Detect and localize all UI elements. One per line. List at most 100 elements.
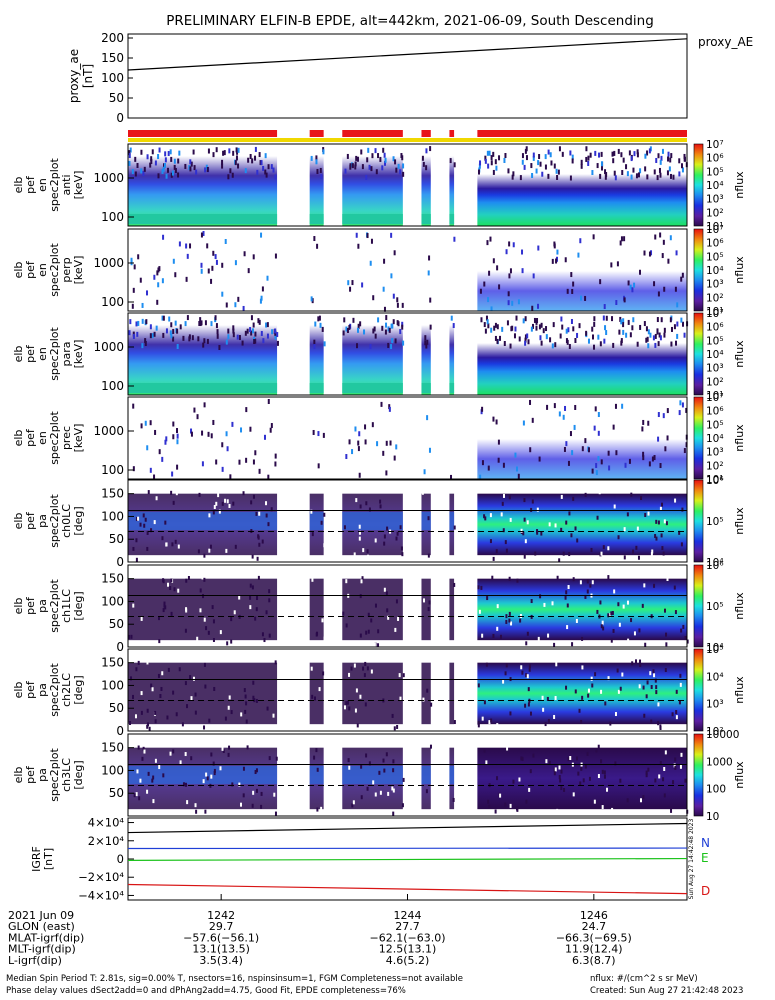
spectrogram-pixel bbox=[229, 474, 232, 480]
pa-spectrogram-pixel bbox=[680, 542, 683, 547]
spectrogram-pixel bbox=[574, 338, 577, 344]
pa-spectrogram-pixel bbox=[521, 756, 524, 761]
spectrogram-pixel bbox=[174, 272, 177, 278]
pa-spectrogram-pixel bbox=[253, 698, 256, 703]
spectrogram-pixel bbox=[617, 148, 620, 154]
energy-panel-1-colorbar-label: nflux bbox=[733, 256, 746, 284]
pa-spectrogram-pixel bbox=[399, 525, 402, 530]
spectrogram-pixel bbox=[322, 149, 325, 155]
pa-spectrogram-pixel bbox=[227, 705, 230, 710]
spectrogram-pixel bbox=[237, 147, 240, 153]
spectrogram-pixel bbox=[134, 156, 137, 162]
spectrogram-pixel bbox=[680, 163, 683, 169]
pa-spectrogram-pixel bbox=[194, 692, 197, 697]
spectrogram-pixel bbox=[259, 160, 262, 166]
pa-tick-label: 50 bbox=[109, 786, 124, 800]
spectrogram-low-energy bbox=[342, 383, 403, 393]
spectrogram-pixel bbox=[553, 403, 556, 409]
spectrogram-pixel bbox=[384, 160, 387, 166]
proxy-ae-tick-label: 150 bbox=[101, 51, 124, 65]
spectrogram-pixel bbox=[494, 159, 497, 165]
spectrogram-pixel bbox=[524, 334, 527, 340]
spectrogram-pixel bbox=[250, 330, 253, 336]
spectrogram-pixel bbox=[618, 329, 621, 335]
energy-panel-0-colorbar-tick: 10³ bbox=[706, 194, 724, 206]
spectrogram-pixel bbox=[637, 172, 640, 178]
pa-spectrogram-pixel bbox=[607, 676, 610, 681]
pa-spectrogram-pixel bbox=[177, 544, 180, 549]
spectrogram-block bbox=[477, 439, 687, 479]
pa-spectrogram-pixel bbox=[508, 611, 511, 616]
pa-spectrogram-pixel bbox=[478, 609, 481, 614]
pa-spectrogram-pixel bbox=[146, 530, 149, 535]
pa-spectrogram-pixel bbox=[252, 680, 255, 685]
spectrogram-pixel bbox=[395, 167, 398, 173]
igrf-legend-E: E bbox=[701, 851, 709, 865]
pa-spectrogram-pixel bbox=[255, 698, 258, 703]
spectrogram-pixel bbox=[669, 157, 672, 163]
pa-spectrogram-pixel bbox=[494, 809, 497, 814]
spectrogram-pixel bbox=[662, 239, 665, 245]
pa-panel-1-ylabel-line: ch1LC bbox=[60, 589, 73, 623]
spectrogram-pixel bbox=[402, 340, 405, 346]
spectrogram-pixel bbox=[186, 253, 189, 259]
pa-spectrogram-block bbox=[309, 662, 324, 725]
pa-spectrogram-pixel bbox=[654, 534, 657, 539]
spectrogram-pixel bbox=[371, 153, 374, 159]
pa-spectrogram-core bbox=[342, 511, 403, 531]
pa-spectrogram-pixel bbox=[360, 795, 363, 800]
spectrogram-pixel bbox=[607, 450, 610, 456]
spectrogram-pixel bbox=[158, 266, 161, 272]
energy-panel-1-ylabel-line: perp bbox=[60, 257, 73, 282]
pa-spectrogram-pixel bbox=[268, 589, 271, 594]
pa-spectrogram-pixel bbox=[194, 710, 197, 715]
spectrogram-pixel bbox=[317, 463, 320, 469]
pa-spectrogram-pixel bbox=[553, 767, 556, 772]
spectrogram-pixel bbox=[249, 426, 252, 432]
spectrogram-pixel bbox=[345, 454, 348, 460]
pa-spectrogram-pixel bbox=[530, 507, 533, 512]
pa-spectrogram-pixel bbox=[393, 726, 396, 731]
pa-spectrogram-pixel bbox=[626, 798, 629, 803]
pa-spectrogram-block bbox=[449, 662, 455, 725]
spectrogram-pixel bbox=[198, 320, 201, 326]
pa-spectrogram-pixel bbox=[320, 806, 323, 811]
energy-panel-0-ylabel-line: elb bbox=[12, 177, 25, 194]
spectrogram-pixel bbox=[591, 326, 594, 332]
spectrogram-pixel bbox=[260, 160, 263, 166]
spectrogram-pixel bbox=[532, 273, 535, 279]
pa-spectrogram-pixel bbox=[347, 758, 350, 763]
spectrogram-pixel bbox=[558, 146, 561, 152]
pa-spectrogram-pixel bbox=[591, 683, 594, 688]
pa-spectrogram-pixel bbox=[310, 666, 313, 671]
pa-spectrogram-pixel bbox=[162, 773, 165, 778]
pa-spectrogram-pixel bbox=[679, 682, 682, 687]
spectrogram-pixel bbox=[620, 319, 623, 325]
spectrogram-pixel bbox=[643, 250, 646, 256]
pa-spectrogram-pixel bbox=[619, 686, 622, 691]
energy-panel-0-colorbar-tick: 10⁴ bbox=[706, 180, 724, 192]
pa-tick-label: 0 bbox=[116, 555, 124, 569]
spectrogram-pixel bbox=[262, 338, 265, 344]
spectrogram-pixel bbox=[649, 332, 652, 338]
spectrogram-pixel bbox=[258, 319, 261, 325]
pa-spectrogram-core bbox=[421, 765, 431, 785]
spectrogram-pixel bbox=[382, 286, 385, 292]
spectrogram-pixel bbox=[569, 150, 572, 156]
energy-panel-3-ylabel-line: [keV] bbox=[72, 424, 85, 453]
energy-panel-2-colorbar-tick: 10⁵ bbox=[706, 335, 724, 347]
spectrogram-pixel bbox=[315, 159, 318, 165]
pa-spectrogram-pixel bbox=[491, 575, 494, 580]
pa-panel-2-ylabel-line: pef bbox=[24, 680, 37, 699]
spectrogram-pixel bbox=[426, 339, 429, 345]
pa-spectrogram-pixel bbox=[589, 583, 592, 588]
spectrogram-pixel bbox=[232, 332, 235, 338]
spectrogram-pixel bbox=[594, 150, 597, 156]
pa-spectrogram-pixel bbox=[400, 546, 403, 551]
pa-spectrogram-pixel bbox=[425, 789, 428, 794]
spectrogram-pixel bbox=[366, 157, 369, 163]
spectrogram-pixel bbox=[390, 344, 393, 350]
pa-spectrogram-pixel bbox=[593, 799, 596, 804]
pa-spectrogram-pixel bbox=[601, 620, 604, 625]
pa-spectrogram-pixel bbox=[263, 638, 266, 643]
